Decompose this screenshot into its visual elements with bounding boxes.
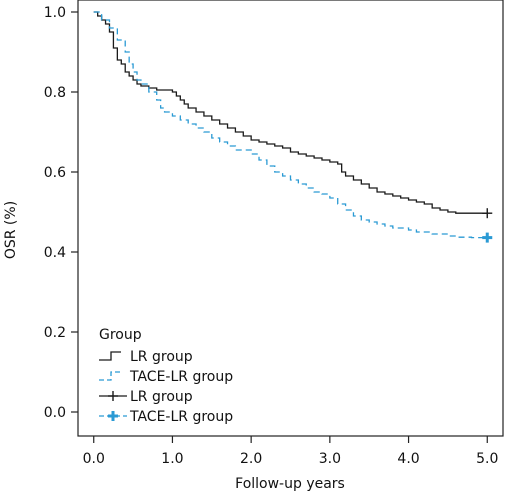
y-axis-label: OSR (%) [3, 201, 19, 259]
legend-entry: TACE-LR group [99, 409, 233, 425]
legend-label: TACE-LR group [129, 409, 233, 425]
y-tick-label: 0.0 [44, 405, 66, 421]
legend-label: LR group [130, 389, 193, 405]
x-tick-label: 3.0 [319, 451, 341, 467]
y-tick-label: 0.4 [44, 245, 66, 261]
y-tick-label: 0.2 [44, 325, 66, 341]
legend-entry: LR group [99, 389, 193, 405]
series-layer [93, 11, 493, 243]
legend-swatch [99, 371, 121, 381]
legend-label: TACE-LR group [129, 369, 233, 385]
y-axis: 0.0 0.2 0.4 0.6 0.8 1.0 [44, 5, 78, 421]
legend-label: LR group [130, 349, 193, 365]
series-line-lr [93, 11, 488, 214]
x-tick-label: 2.0 [240, 451, 262, 467]
legend-entry: TACE-LR group [99, 369, 233, 385]
y-tick-label: 0.6 [44, 165, 66, 181]
legend-swatch [99, 351, 121, 361]
x-axis: 0.0 1.0 2.0 3.0 4.0 5.0 [83, 436, 498, 467]
y-tick-label: 0.8 [44, 85, 66, 101]
x-tick-label: 4.0 [397, 451, 419, 467]
censor-mark [482, 208, 493, 219]
x-tick-label: 5.0 [476, 451, 498, 467]
x-tick-label: 0.0 [83, 451, 105, 467]
x-tick-label: 1.0 [161, 451, 183, 467]
censor-mark [482, 232, 493, 243]
x-axis-label: Follow-up years [235, 476, 345, 492]
y-tick-label: 1.0 [44, 5, 66, 21]
legend-title: Group [99, 327, 142, 343]
series-line-tace-lr [93, 11, 488, 239]
legend: Group LR group TACE-LR group LR group TACE-… [99, 327, 233, 425]
plot-frame [77, 0, 504, 437]
legend-entry: LR group [99, 349, 193, 365]
